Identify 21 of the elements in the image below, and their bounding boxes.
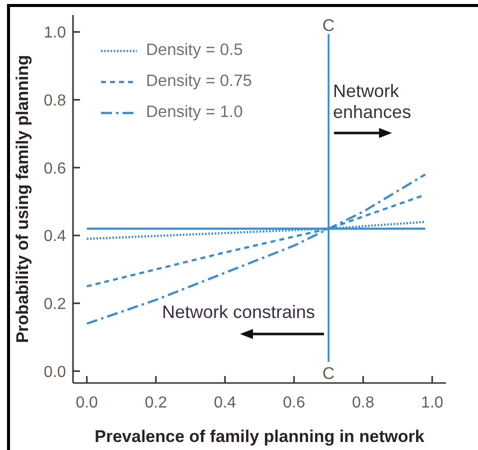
x-axis-title: Prevalence of family planning in network [94,427,425,446]
x-tick-label: 1.0 [421,394,444,412]
legend-label: Density = 0.75 [146,72,252,91]
y-tick-label: 0.2 [44,296,66,313]
y-tick-label: 0.4 [44,228,66,246]
annotation: Network constrains [162,302,316,323]
y-tick-label: 0.8 [44,92,66,110]
x-tick-label: 0.2 [144,394,168,412]
x-tick-label: 0.6 [282,394,306,412]
y-tick-label: 0.6 [44,160,66,178]
ref-line-label: C [322,16,335,35]
y-tick-label: 0.0 [44,364,66,381]
y-tick-label: 1.0 [44,24,66,42]
text: C [322,364,335,383]
x-tick-label: 0.8 [352,394,374,412]
annotation: Network enhances [333,81,412,123]
y-axis-title: Probability of using family planning [13,54,32,344]
legend-label: Density = 0.5 [146,41,243,60]
x-tick-label: 0.0 [76,394,98,412]
legend-label: Density = 1.0 [146,103,243,122]
x-tick-label: 0.4 [214,394,236,412]
